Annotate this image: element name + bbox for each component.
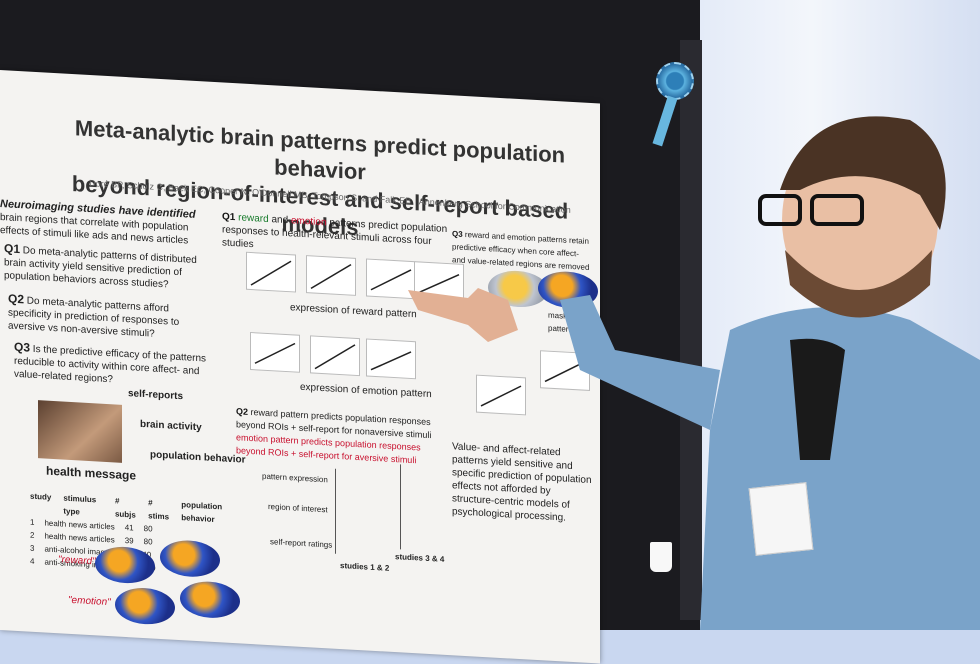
presenter-beard — [785, 250, 932, 318]
study-header: study — [30, 491, 52, 502]
self-report-ratings-label: self-report ratings — [270, 537, 333, 550]
q1-label: Q1 — [4, 241, 21, 257]
q3-label: Q3 — [14, 339, 31, 355]
population-behavior-label: population behavior — [150, 449, 246, 466]
award-ribbon — [656, 62, 694, 100]
q2-results: Q2 reward pattern predicts population re… — [236, 406, 432, 466]
scatter-plot — [306, 255, 356, 296]
c1-and: and — [271, 214, 289, 227]
scatter-plot — [366, 338, 416, 380]
row-study: 3 — [30, 543, 35, 553]
scatter-plot — [250, 331, 300, 373]
row-stims: 80 — [143, 537, 153, 547]
name-badge — [748, 482, 814, 556]
question-2: Q2 Do meta-analytic patterns afford spec… — [8, 291, 214, 344]
stims-header: # stims — [148, 498, 170, 522]
reward-label: "reward" — [58, 554, 96, 568]
board-frame — [680, 40, 702, 620]
pattern-expression-label: pattern expression — [262, 471, 328, 485]
stimulus-type-header: stimulus type — [63, 493, 97, 517]
forest-plot-axis — [335, 468, 336, 554]
scatter-plot — [540, 350, 590, 391]
self-reports-label: self-reports — [128, 388, 184, 403]
hand-icon — [408, 288, 518, 342]
reward-axis-label: expression of reward pattern — [290, 302, 417, 321]
health-message-photo — [38, 400, 122, 463]
row-subjs: 41 — [124, 522, 134, 533]
q2-text: Do meta-analytic patterns afford specifi… — [8, 295, 180, 340]
scatter-plot — [476, 374, 526, 416]
row-study: 2 — [30, 530, 35, 540]
paper-cup — [650, 542, 672, 572]
forest-plot-axis — [400, 464, 401, 550]
c1-reward: reward — [238, 212, 269, 226]
health-message-label: health message — [46, 463, 137, 483]
studies12-label: studies 1 & 2 — [340, 561, 390, 573]
presenter — [560, 116, 980, 630]
scatter-plot — [414, 261, 464, 302]
region-of-interest-label: region of interest — [268, 501, 328, 515]
presenter-hair — [780, 116, 946, 230]
scatter-plot — [246, 251, 296, 293]
question-3: Q3 Is the predictive efficacy of the pat… — [14, 339, 214, 392]
research-poster: Meta-analytic brain patterns predict pop… — [0, 70, 600, 664]
c1-emotion: emotion — [290, 215, 327, 229]
presenter-tshirt — [790, 338, 845, 460]
c1-q-label: Q1 — [222, 211, 236, 224]
row-study: 1 — [30, 517, 35, 527]
emotion-axis-text: expression of emotion pattern — [300, 381, 432, 401]
q2-label: Q2 — [8, 291, 25, 307]
emotion-brain-map — [180, 580, 240, 620]
brain-activity-label: brain activity — [140, 418, 202, 434]
glasses-icon — [810, 194, 864, 226]
popbehav-header: population behavior — [181, 500, 223, 525]
q3-text: Is the predictive efficacy of the patter… — [14, 343, 207, 386]
emotion-axis-label: expression of emotion pattern — [300, 381, 432, 401]
presenter-arm — [560, 295, 720, 430]
emotion-brain-map — [115, 586, 175, 626]
row-study: 4 — [30, 556, 35, 566]
subjs-header: # subjs — [114, 496, 136, 520]
q1-text: Do meta-analytic patterns of distributed… — [4, 245, 197, 291]
glasses-icon — [758, 194, 802, 226]
question-1: Q1 Do meta-analytic patterns of distribu… — [4, 241, 214, 294]
row-stims: 80 — [143, 524, 153, 534]
emotion-label: "emotion" — [68, 594, 111, 609]
scatter-plot — [310, 335, 360, 377]
pointing-hand — [408, 288, 518, 342]
studies34-label: studies 3 & 4 — [395, 552, 445, 564]
scatter-plot — [366, 258, 416, 300]
row-subjs: 39 — [124, 535, 134, 546]
